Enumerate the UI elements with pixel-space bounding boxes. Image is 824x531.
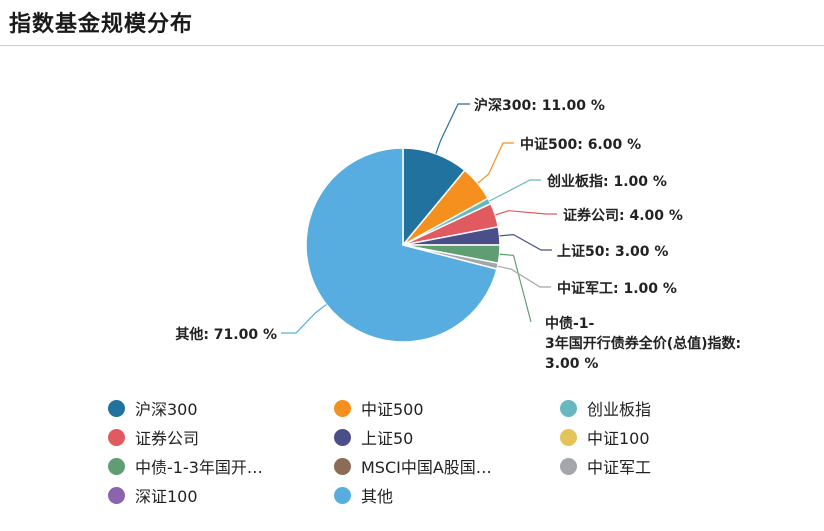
legend-label: 中证500 [361,400,424,419]
slice-label-8: 中证军工: 1.00 % [557,280,677,297]
legend-swatch-icon [560,457,577,475]
legend-item-10[interactable]: 其他 [334,485,560,506]
legend-item-5[interactable]: 中证100 [560,427,786,448]
leader-line-4 [499,233,552,251]
legend-item-0[interactable]: 沪深300 [108,398,334,419]
legend-item-3[interactable]: 证券公司 [108,427,334,448]
legend-label: 证券公司 [135,429,200,448]
legend-label: 中证100 [587,429,650,448]
leader-line-3 [495,210,557,216]
legend-label: 沪深300 [135,400,198,419]
leader-line-2 [489,179,541,202]
leader-line-1 [477,142,514,184]
legend-label: 创业板指 [587,400,652,419]
slice-label-3: 证券公司: 4.00 % [563,207,683,224]
legend-label: 上证50 [361,429,414,448]
slice-label-0: 沪深300: 11.00 % [474,97,605,114]
slice-label-6: 中债-1-3年国开行债券全价(总值)指数: 3.00 % [545,315,741,372]
slice-label-10: 其他: 71.00 % [175,326,277,343]
legend-swatch-icon [108,457,125,475]
legend-label: 中债-1-3年国开… [135,458,263,477]
legend-swatch-icon [108,428,125,446]
legend-item-9[interactable]: 深证100 [108,485,334,506]
slice-label-4: 上证50: 3.00 % [557,244,668,260]
legend-item-7[interactable]: MSCI中国A股国… [334,456,560,477]
title-divider [0,45,824,46]
page-title: 指数基金规模分布 [9,12,194,37]
legend-swatch-icon [334,399,351,417]
legend-item-4[interactable]: 上证50 [334,427,560,448]
legend-swatch-icon [334,428,351,446]
legend-label: 其他 [361,487,394,506]
legend-item-8[interactable]: 中证军工 [560,456,786,477]
legend-label: 深证100 [135,487,198,506]
leader-line-0 [435,103,470,154]
leader-line-8 [497,265,551,288]
legend-swatch-icon [560,428,577,446]
slice-label-2: 创业板指: 1.00 % [546,173,667,190]
pie-slice-0[interactable] [402,147,466,248]
legend-item-2[interactable]: 创业板指 [560,398,786,419]
legend-label: 中证军工 [587,458,652,477]
legend-swatch-icon [560,399,577,417]
legend-swatch-icon [334,457,351,475]
legend-swatch-icon [108,486,125,504]
leader-line-10 [281,304,327,334]
legend-item-1[interactable]: 中证500 [334,398,560,419]
pie-slice-10[interactable] [305,147,498,343]
slice-label-1: 中证500: 6.00 % [520,136,641,153]
chart-legend: 沪深300 中证500 创业板指证券公司 上证50 中证100 中债-1-3年国开… MSC… [108,398,808,506]
leader-line-6 [499,253,532,323]
legend-label: MSCI中国A股国… [361,458,492,477]
legend-item-6[interactable]: 中债-1-3年国开… [108,456,334,477]
legend-swatch-icon [334,486,351,504]
legend-swatch-icon [108,399,125,417]
